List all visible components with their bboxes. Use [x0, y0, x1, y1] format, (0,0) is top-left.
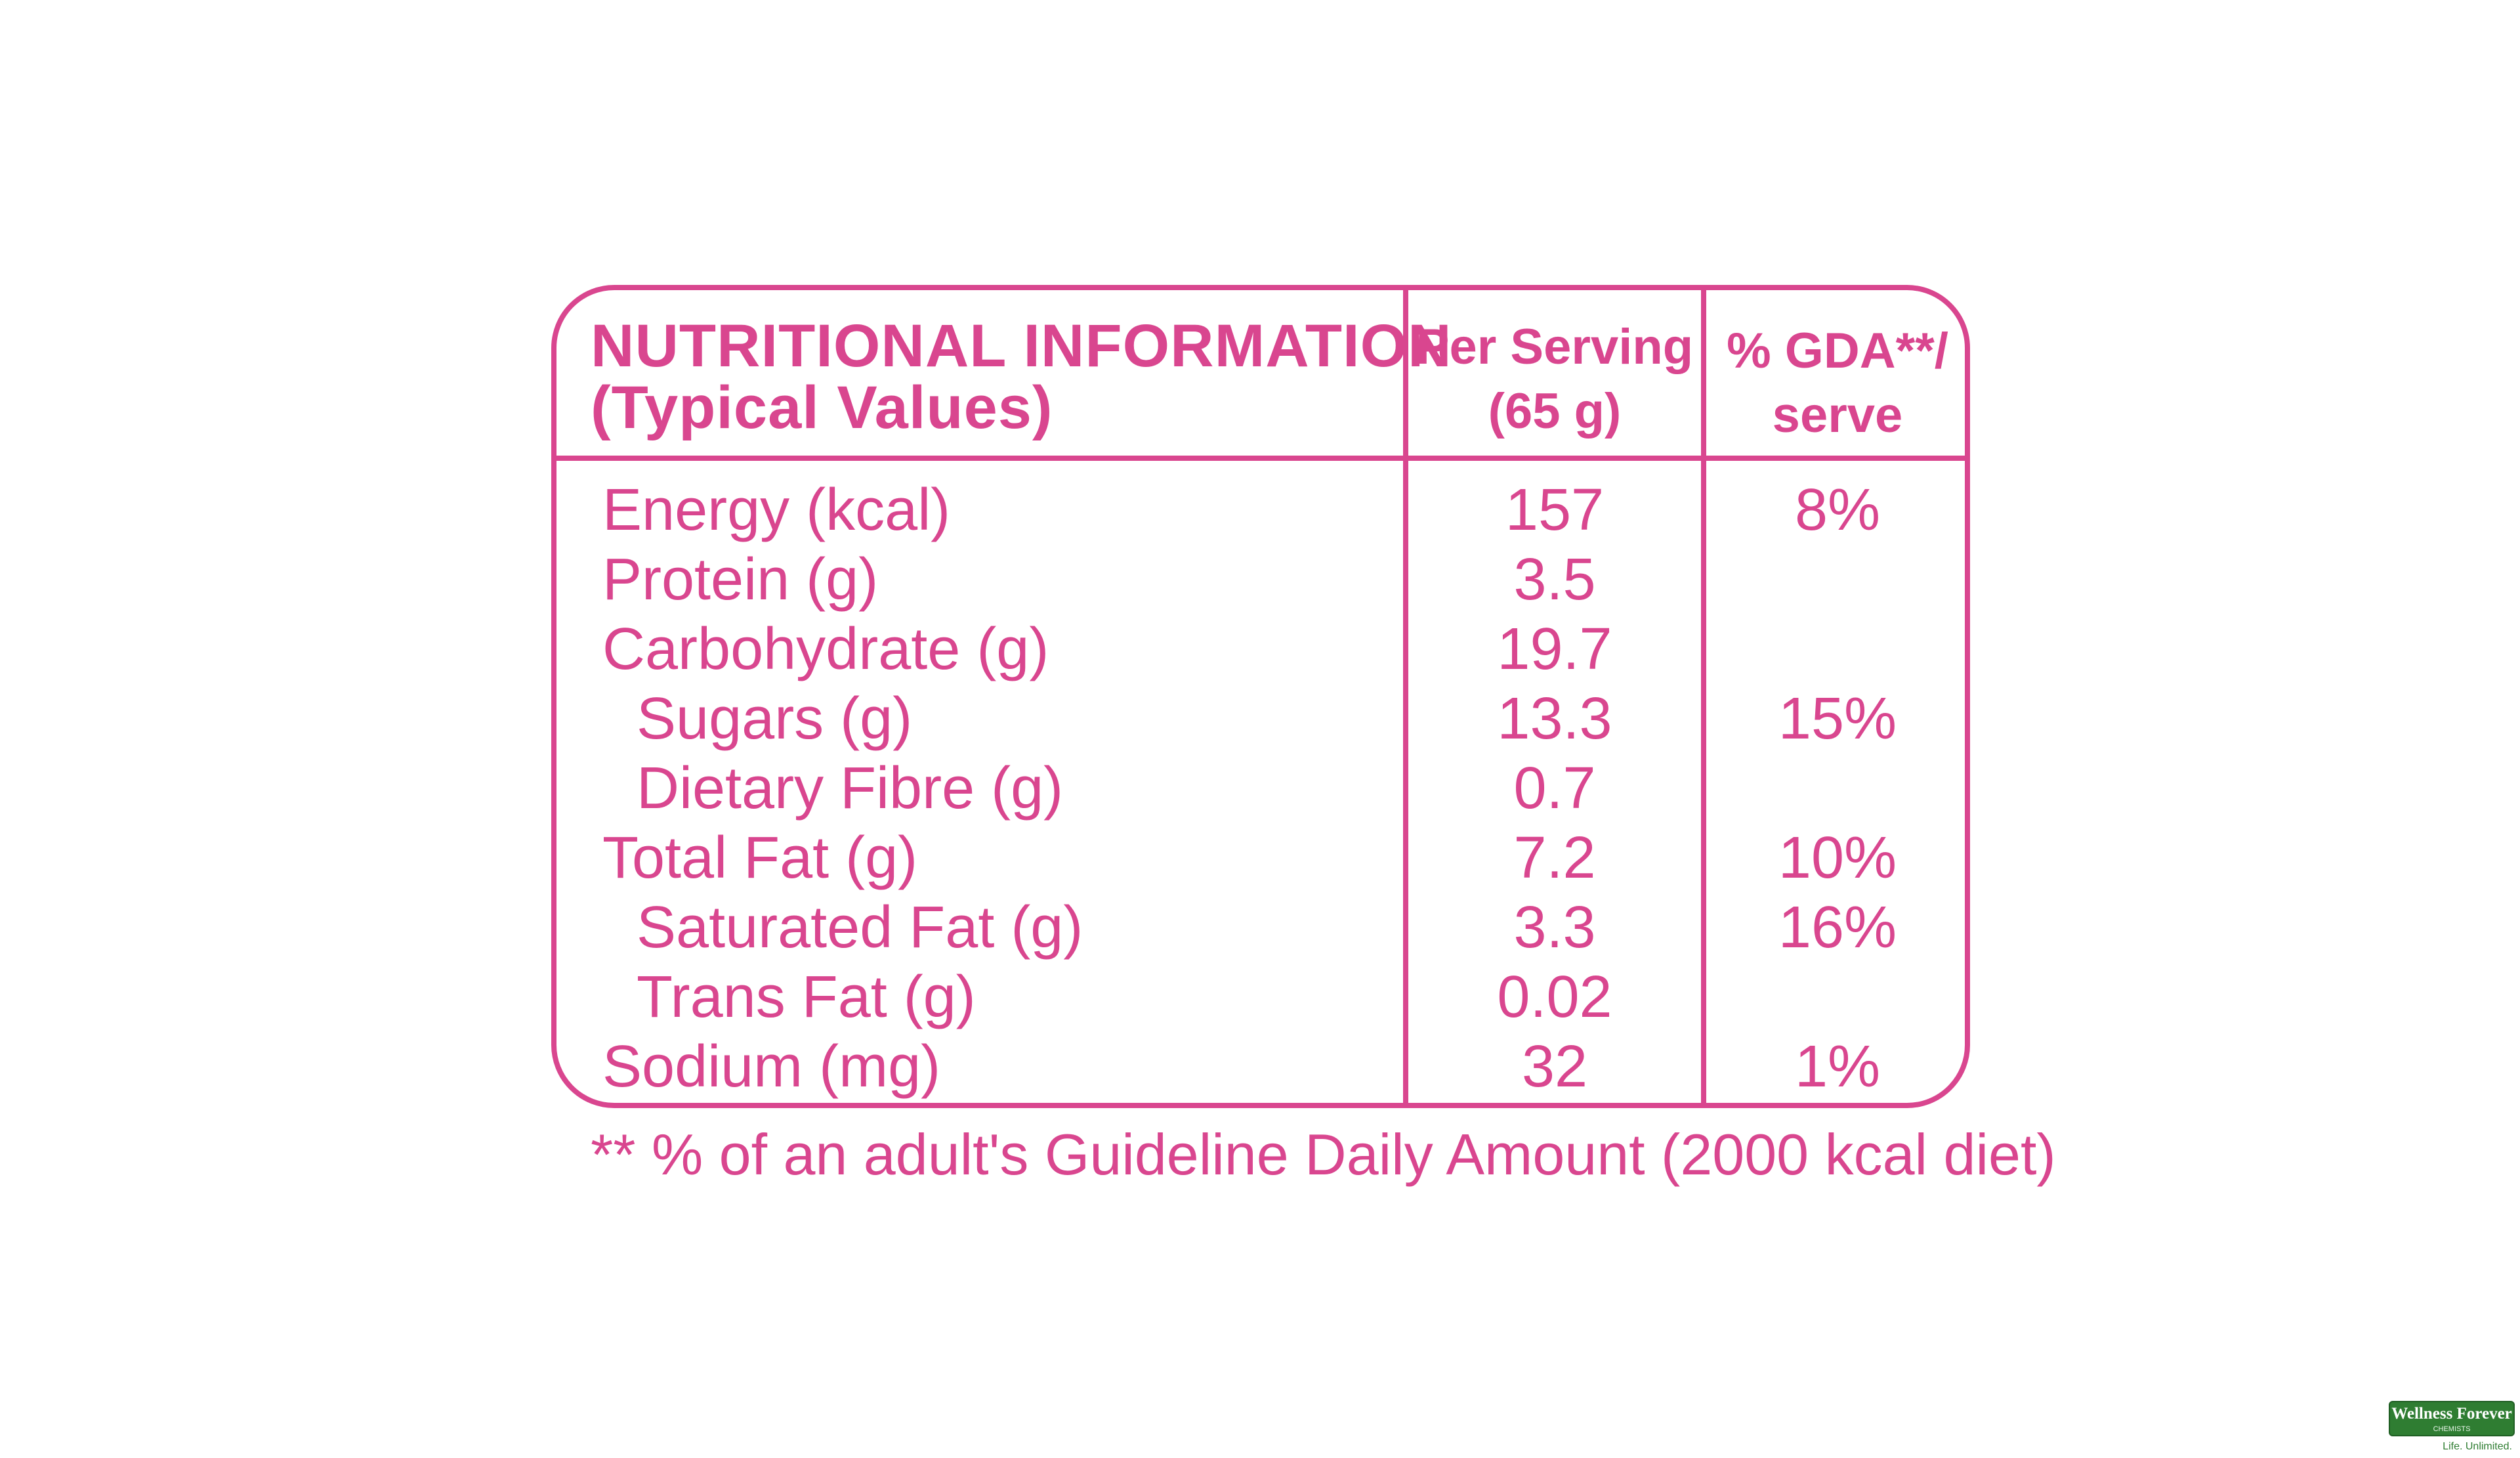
- per-serving-header-line2: (65 g): [1488, 383, 1622, 439]
- per-serving-value: 0.7: [1513, 756, 1596, 821]
- table-row: Sodium (mg) 32 1%: [556, 1032, 1965, 1102]
- nutrient-name: Sugars (g): [637, 686, 913, 752]
- table-row: Trans Fat (g) 0.02: [556, 962, 1965, 1032]
- nutrition-table: NUTRITIONAL INFORMATION (Typical Values)…: [551, 285, 1970, 1108]
- gda-value: 1%: [1794, 1034, 1881, 1100]
- brand-badge: Wellness Forever CHEMISTS: [2389, 1401, 2515, 1436]
- gda-header-line2: serve: [1772, 387, 1903, 443]
- gda-header: % GDA**/ serve: [1706, 290, 1965, 456]
- per-serving-value: 3.5: [1513, 547, 1596, 612]
- column-divider: [1701, 290, 1706, 1103]
- brand-logo: Wellness Forever CHEMISTS Life. Unlimite…: [2389, 1401, 2515, 1456]
- nutrient-name: Protein (g): [602, 547, 879, 612]
- gda-value: 8%: [1794, 477, 1881, 543]
- column-divider: [1403, 290, 1408, 1103]
- gda-footnote: ** % of an adult's Guideline Daily Amoun…: [591, 1122, 2056, 1187]
- table-title: NUTRITIONAL INFORMATION (Typical Values): [591, 290, 1452, 456]
- table-body: Energy (kcal) 157 8% Protein (g) 3.5 Car…: [556, 475, 1965, 1102]
- gda-value: 16%: [1778, 895, 1897, 960]
- per-serving-value: 13.3: [1497, 686, 1612, 752]
- gda-header-line1: % GDA**/: [1727, 323, 1948, 379]
- per-serving-value: 7.2: [1513, 825, 1596, 891]
- gda-value: 15%: [1778, 686, 1897, 752]
- per-serving-value: 157: [1505, 477, 1605, 543]
- nutrient-name: Dietary Fibre (g): [637, 756, 1064, 821]
- nutrient-name: Trans Fat (g): [637, 964, 976, 1030]
- table-row: Protein (g) 3.5: [556, 545, 1965, 614]
- nutrient-name: Energy (kcal): [602, 477, 951, 543]
- nutrient-name: Carbohydrate (g): [602, 616, 1049, 682]
- header-divider: [556, 456, 1965, 461]
- brand-subtitle: CHEMISTS: [2433, 1425, 2471, 1433]
- per-serving-value: 19.7: [1497, 616, 1612, 682]
- table-title-line1: NUTRITIONAL INFORMATION: [591, 312, 1452, 379]
- table-row: Total Fat (g) 7.2 10%: [556, 823, 1965, 893]
- nutrient-name: Sodium (mg): [602, 1034, 941, 1100]
- per-serving-value: 32: [1521, 1034, 1588, 1100]
- per-serving-value: 3.3: [1513, 895, 1596, 960]
- table-row: Sugars (g) 13.3 15%: [556, 684, 1965, 754]
- per-serving-header: Per Serving (65 g): [1408, 290, 1701, 456]
- table-row: Carbohydrate (g) 19.7: [556, 614, 1965, 684]
- nutrient-name: Saturated Fat (g): [637, 895, 1083, 960]
- brand-tagline: Life. Unlimited.: [2443, 1441, 2512, 1452]
- per-serving-value: 0.02: [1497, 964, 1612, 1030]
- gda-value: 10%: [1778, 825, 1897, 891]
- nutrient-name: Total Fat (g): [602, 825, 918, 891]
- table-row: Dietary Fibre (g) 0.7: [556, 754, 1965, 823]
- table-row: Saturated Fat (g) 3.3 16%: [556, 893, 1965, 962]
- table-title-line2: (Typical Values): [591, 374, 1053, 441]
- brand-name: Wellness Forever: [2391, 1405, 2512, 1423]
- table-row: Energy (kcal) 157 8%: [556, 475, 1965, 545]
- per-serving-header-line1: Per Serving: [1416, 319, 1694, 375]
